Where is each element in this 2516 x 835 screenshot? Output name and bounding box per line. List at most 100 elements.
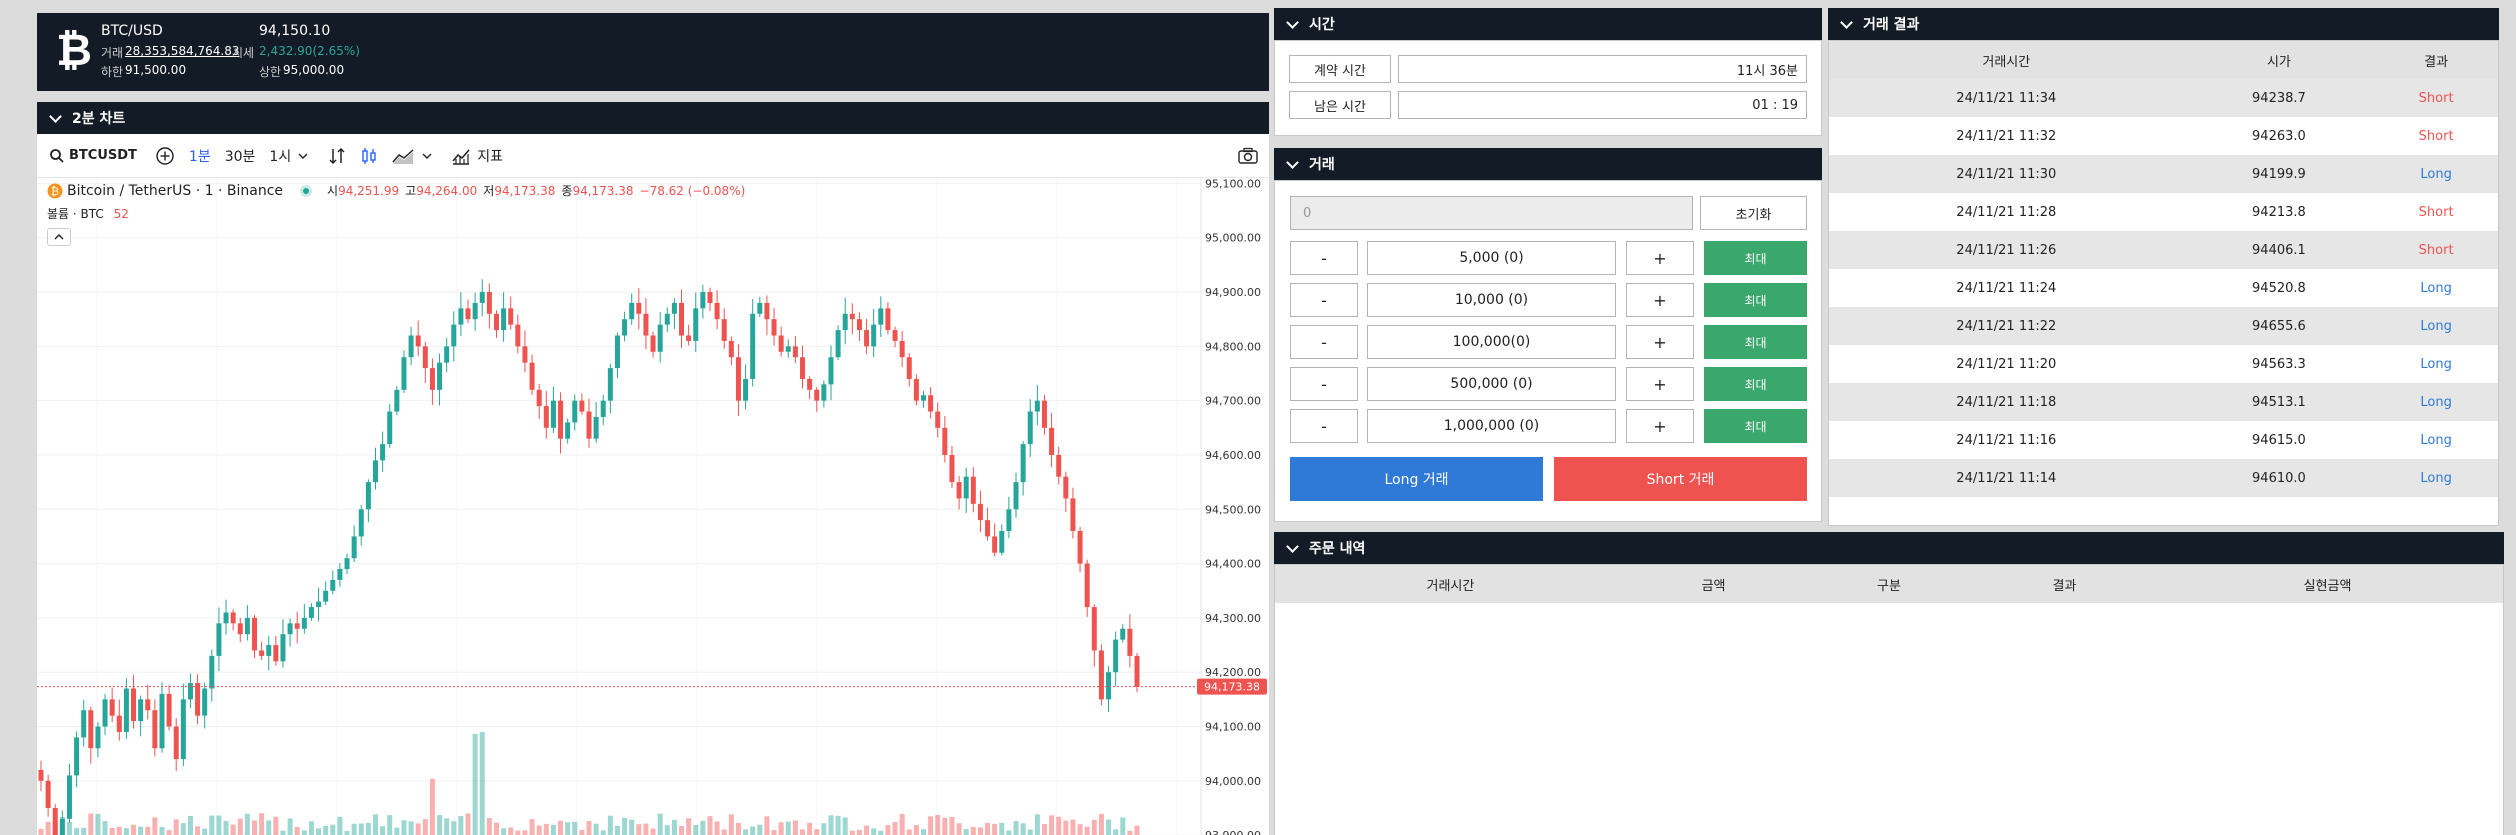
compare-icon[interactable]	[327, 146, 347, 166]
chart-type-dropdown-icon[interactable]	[421, 150, 433, 162]
short-trade-button[interactable]: Short 거래	[1554, 457, 1807, 501]
time-panel-header[interactable]: 시간	[1274, 8, 1822, 40]
amount-field[interactable]: 1,000,000 (0)	[1367, 409, 1616, 443]
result-price-cell: 94610.0	[2252, 470, 2306, 486]
interval-dropdown-icon[interactable]	[297, 150, 309, 162]
legend-high-label: 고	[405, 184, 417, 198]
candle-body	[59, 818, 65, 835]
interval-1m[interactable]: 1분	[188, 148, 211, 165]
interval-1h[interactable]: 1시	[269, 148, 292, 165]
legend-close: 94,173.38	[572, 183, 634, 198]
candle-body	[671, 302, 677, 314]
increase-button[interactable]: +	[1626, 283, 1694, 317]
contract-time-value: 11시 36분	[1398, 55, 1807, 83]
candle-body	[942, 427, 948, 455]
candle-body	[109, 699, 115, 716]
volume-bar	[337, 816, 343, 835]
add-symbol-icon[interactable]	[155, 146, 175, 166]
volume-bar	[792, 820, 798, 835]
time-panel: 계약 시간 11시 36분 남은 시간 01 : 19	[1274, 40, 1822, 136]
camera-icon[interactable]	[1237, 147, 1259, 165]
candle-body	[821, 384, 827, 401]
chevron-down-icon[interactable]	[1286, 539, 1299, 553]
chart-panel-header[interactable]: 2분 차트	[37, 102, 1269, 134]
volume-bar	[1020, 823, 1026, 835]
amount-field[interactable]: 500,000 (0)	[1367, 367, 1616, 401]
max-button[interactable]: 최대	[1704, 325, 1807, 359]
volume-bar	[614, 825, 620, 835]
chevron-down-icon[interactable]	[1286, 155, 1299, 169]
indicators-label[interactable]: 지표	[477, 148, 503, 165]
amount-input[interactable]: 0	[1290, 196, 1693, 230]
decrease-button[interactable]: -	[1290, 367, 1358, 401]
result-side-cell: Long	[2420, 356, 2452, 372]
indicators-icon[interactable]	[451, 146, 471, 166]
area-chart-icon[interactable]	[391, 146, 415, 166]
last-price-label: 94,173.38	[1204, 681, 1260, 694]
high-label: 상한	[259, 65, 282, 79]
decrease-button[interactable]: -	[1290, 283, 1358, 317]
amount-field[interactable]: 10,000 (0)	[1367, 283, 1616, 317]
volume-bar	[1034, 814, 1040, 835]
decrease-button[interactable]: -	[1290, 241, 1358, 275]
volume-bar	[252, 820, 258, 835]
max-button[interactable]: 최대	[1704, 409, 1807, 443]
long-trade-button[interactable]: Long 거래	[1290, 457, 1543, 501]
chevron-down-icon[interactable]	[49, 109, 62, 123]
decrease-button[interactable]: -	[1290, 325, 1358, 359]
volume-bar	[351, 823, 357, 835]
result-price-cell: 94263.0	[2252, 128, 2306, 144]
result-price-cell: 94213.8	[2252, 204, 2306, 220]
results-panel-header[interactable]: 거래 결과	[1828, 8, 2499, 40]
orders-panel-header[interactable]: 주문 내역	[1274, 532, 2504, 564]
change-label: 시세	[232, 46, 255, 60]
chevron-down-icon[interactable]	[1286, 15, 1299, 29]
ticker-price: 94,150.10	[259, 23, 331, 39]
volume-bar	[928, 816, 934, 835]
decrease-button[interactable]: -	[1290, 409, 1358, 443]
max-button[interactable]: 최대	[1704, 367, 1807, 401]
table-row: 24/11/21 11:26 94406.1 Short	[1829, 231, 2498, 269]
candle-type-icon[interactable]	[359, 146, 379, 166]
volume-bar	[572, 821, 578, 835]
volume-bar	[501, 828, 507, 835]
volume-bar	[970, 826, 976, 835]
table-row: 24/11/21 11:16 94615.0 Long	[1829, 421, 2498, 459]
price-tick-label: 95,100.00	[1205, 178, 1261, 190]
candle-body	[244, 617, 250, 635]
candle-body	[166, 693, 172, 727]
volume-bar	[1063, 820, 1069, 835]
volume-bar	[451, 821, 457, 835]
amount-field[interactable]: 5,000 (0)	[1367, 241, 1616, 275]
trade-panel-header[interactable]: 거래	[1274, 148, 1822, 180]
interval-30m[interactable]: 30분	[224, 148, 256, 165]
volume-bar	[906, 829, 912, 835]
candle-body	[102, 699, 108, 727]
volume-bar	[138, 826, 144, 835]
max-button[interactable]: 최대	[1704, 283, 1807, 317]
volume-bar	[864, 825, 870, 835]
candle-body	[700, 292, 706, 309]
chevron-down-icon[interactable]	[1840, 15, 1853, 29]
candle-body	[95, 726, 101, 749]
candle-body	[735, 357, 741, 401]
volume-bar	[693, 824, 699, 835]
symbol-search[interactable]: BTCUSDT	[49, 148, 137, 164]
collapse-legend-button[interactable]	[47, 228, 71, 246]
increase-button[interactable]: +	[1626, 367, 1694, 401]
amount-field[interactable]: 100,000(0)	[1367, 325, 1616, 359]
candle-body	[743, 378, 749, 401]
chart-panel-title: 2분 차트	[72, 111, 126, 127]
reset-button[interactable]: 초기화	[1700, 196, 1807, 230]
result-time-cell: 24/11/21 11:18	[1956, 394, 2057, 410]
increase-button[interactable]: +	[1626, 325, 1694, 359]
increase-button[interactable]: +	[1626, 241, 1694, 275]
increase-button[interactable]: +	[1626, 409, 1694, 443]
candle-body	[493, 313, 499, 331]
volume-bar	[629, 819, 635, 835]
candle-body	[1113, 639, 1119, 673]
price-chart[interactable]: 95,100.00 95,000.00 94,900.00 94,800.00 94,7…	[37, 178, 1269, 835]
max-button[interactable]: 최대	[1704, 241, 1807, 275]
volume-bar	[679, 826, 685, 835]
result-side-cell: Long	[2420, 318, 2452, 334]
